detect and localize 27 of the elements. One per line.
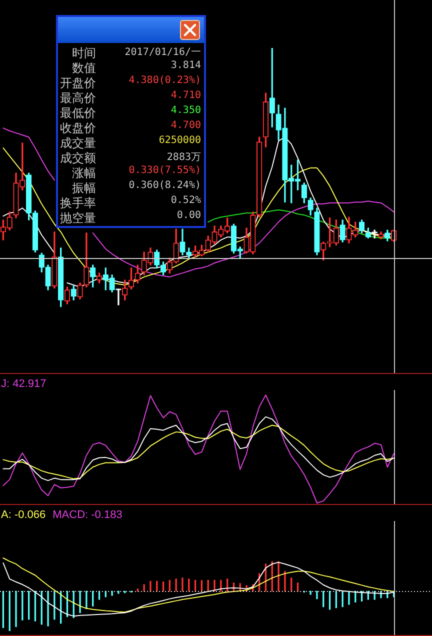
text: 0.52% bbox=[170, 195, 201, 206]
category-label: 开盘价 bbox=[59, 75, 96, 90]
category-label: 最低价 bbox=[59, 105, 96, 120]
text: MACD: -0.183 bbox=[52, 509, 122, 522]
text: 0.360(8.24%) bbox=[128, 180, 201, 191]
text: 4.710 bbox=[170, 90, 201, 101]
text: 0.00 bbox=[176, 210, 201, 221]
text: 2017/01/16/一 bbox=[124, 47, 201, 58]
text: 4.350 bbox=[170, 105, 201, 116]
text: 2883万 bbox=[166, 152, 201, 163]
text: 4.700 bbox=[170, 120, 201, 131]
text: A: -0.066 bbox=[1, 509, 46, 522]
category-label: 成交额 bbox=[59, 150, 96, 165]
text: 3.814 bbox=[170, 60, 201, 71]
text: 6250000 bbox=[158, 135, 201, 146]
category-label: 涨幅 bbox=[71, 165, 96, 180]
category-label: 数值 bbox=[71, 60, 96, 75]
category-label: 最高价 bbox=[59, 90, 96, 105]
text: J: 42.917 bbox=[1, 378, 46, 390]
category-label: 时间 bbox=[71, 45, 96, 60]
category-label: 抛空量 bbox=[59, 210, 96, 225]
category-label: 成交量 bbox=[59, 135, 96, 150]
category-label: 换手率 bbox=[59, 195, 96, 210]
category-label: 振幅 bbox=[71, 180, 96, 195]
text: 0.330(7.55%) bbox=[128, 165, 201, 176]
category-label: 收盘价 bbox=[59, 120, 96, 135]
text: 4.380(0.23%) bbox=[128, 75, 201, 86]
